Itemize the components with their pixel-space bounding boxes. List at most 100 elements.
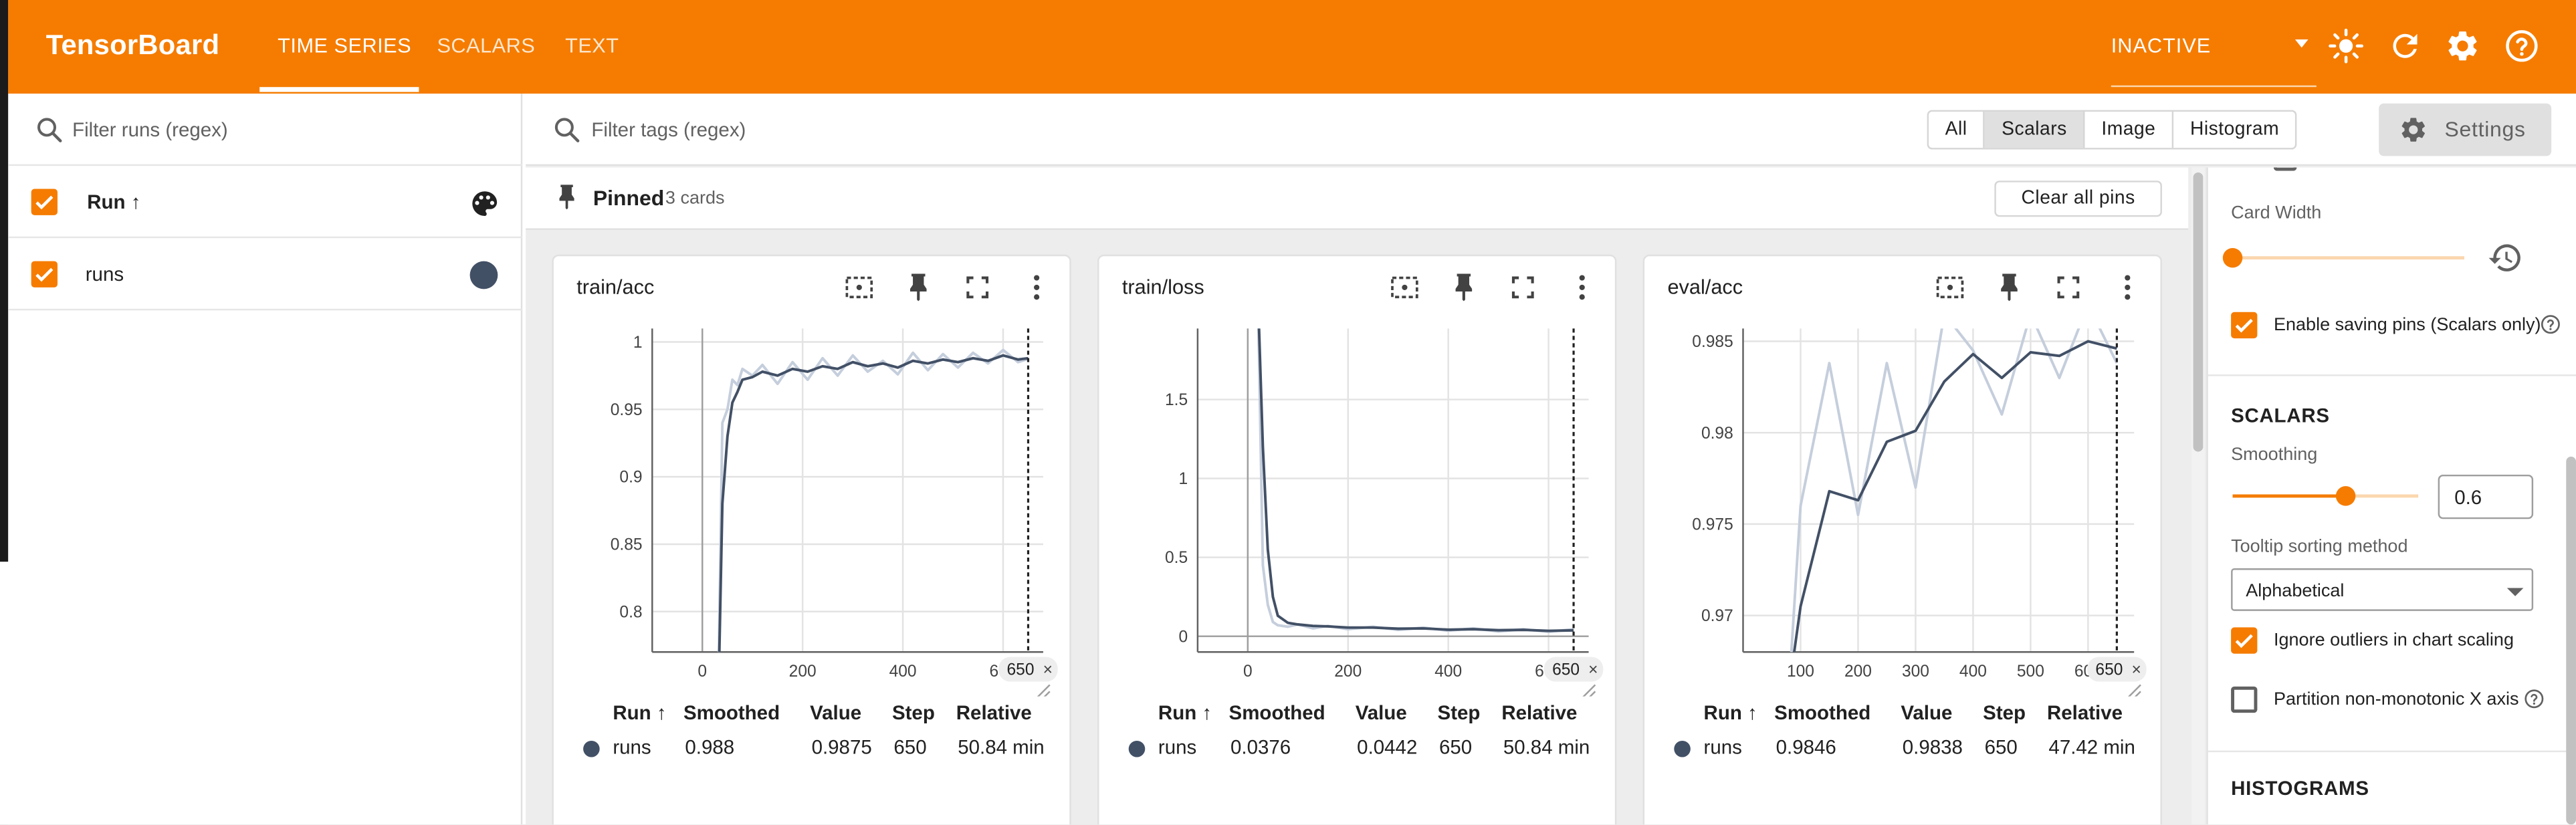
enable-pins-checkbox[interactable] bbox=[2231, 312, 2258, 339]
run-column-sort[interactable]: Run ↑ bbox=[87, 190, 141, 214]
card-title: eval/acc bbox=[1667, 275, 1743, 300]
check-icon bbox=[35, 267, 53, 282]
table-header-run[interactable]: Run ↑ bbox=[1158, 701, 1212, 725]
y-tick-label: 0.85 bbox=[611, 536, 643, 554]
y-tick-label: 1 bbox=[633, 334, 643, 352]
card-title: train/loss bbox=[1121, 275, 1204, 300]
select-all-runs-checkbox[interactable] bbox=[31, 189, 58, 215]
table-header-run[interactable]: Run ↑ bbox=[1703, 701, 1757, 725]
pin-card-button[interactable] bbox=[902, 271, 935, 312]
settings-scrollbar-thumb[interactable] bbox=[2566, 456, 2576, 825]
help-icon[interactable] bbox=[2504, 28, 2540, 64]
table-cell-run: runs bbox=[1703, 735, 1742, 759]
card-menu-button[interactable] bbox=[1021, 271, 1053, 312]
fit-domain-button[interactable] bbox=[843, 271, 875, 312]
partition-x-axis-label: Partition non-monotonic X axis bbox=[2273, 689, 2519, 710]
refresh-icon[interactable] bbox=[2387, 28, 2423, 64]
reset-icon[interactable] bbox=[2487, 240, 2523, 276]
gear-icon[interactable] bbox=[2444, 28, 2480, 64]
resize-handle-icon[interactable] bbox=[1582, 684, 1596, 697]
dropdown-underline bbox=[2111, 85, 2317, 88]
app-title: TensorBoard bbox=[45, 29, 220, 61]
card-menu-button[interactable] bbox=[1566, 271, 1598, 312]
card-width-slider-thumb[interactable] bbox=[2222, 247, 2243, 268]
fit-domain-button[interactable] bbox=[1933, 271, 1966, 312]
search-icon bbox=[554, 118, 580, 142]
left-window-edge bbox=[0, 0, 9, 562]
fullscreen-button[interactable] bbox=[1507, 271, 1539, 312]
checkbox-partial-above[interactable] bbox=[2273, 167, 2297, 171]
settings-divider bbox=[2208, 374, 2576, 376]
fit-domain-icon bbox=[1936, 276, 1964, 299]
smoothing-input[interactable]: 0.6 bbox=[2438, 474, 2534, 519]
clear-all-pins-button[interactable]: Clear all pins bbox=[1994, 181, 2162, 217]
card-menu-button[interactable] bbox=[2111, 271, 2144, 312]
y-tick-label: 0.985 bbox=[1692, 333, 1733, 351]
settings-scrollbar[interactable] bbox=[2565, 168, 2576, 825]
ignore-outliers-checkbox[interactable] bbox=[2231, 627, 2258, 654]
pin-card-button[interactable] bbox=[1993, 271, 2026, 312]
tooltip-sort-label: Tooltip sorting method bbox=[2231, 537, 2408, 557]
run-color-swatch[interactable] bbox=[469, 261, 498, 289]
y-tick-label: 0.5 bbox=[1165, 549, 1188, 567]
x-tick-label: 400 bbox=[889, 663, 917, 681]
settings-button[interactable]: Settings bbox=[2379, 103, 2552, 156]
table-header-relative: Relative bbox=[2046, 701, 2123, 725]
cards-scrollbar[interactable] bbox=[2191, 167, 2205, 825]
ignore-outliers-label: Ignore outliers in chart scaling bbox=[2273, 630, 2514, 651]
close-icon[interactable]: × bbox=[2131, 661, 2141, 679]
table-cell-step: 650 bbox=[1984, 735, 2018, 759]
filter-all-button[interactable]: All bbox=[1929, 112, 1985, 148]
step-badge[interactable] bbox=[2087, 657, 2147, 682]
fullscreen-button[interactable] bbox=[961, 271, 994, 312]
help-icon[interactable] bbox=[2540, 314, 2561, 335]
pin-icon bbox=[1455, 273, 1473, 302]
close-icon[interactable]: × bbox=[1043, 661, 1053, 679]
table-cell-value: 0.9875 bbox=[811, 735, 872, 759]
smoothing-slider[interactable] bbox=[2221, 478, 2434, 517]
smoothing-slider-thumb[interactable] bbox=[2335, 486, 2356, 506]
brightness-icon[interactable] bbox=[2328, 28, 2364, 64]
pin-card-button[interactable] bbox=[1447, 271, 1480, 312]
tab-text[interactable]: TEXT bbox=[565, 34, 619, 57]
filter-image-button[interactable]: Image bbox=[2085, 112, 2174, 148]
filter-histogram-button[interactable]: Histogram bbox=[2189, 120, 2280, 140]
y-tick-label: 1 bbox=[1178, 470, 1188, 488]
table-cell-relative: 47.42 min bbox=[2048, 735, 2135, 759]
tag-filter-input[interactable] bbox=[591, 113, 1249, 146]
fullscreen-button[interactable] bbox=[2052, 271, 2084, 312]
resize-handle-icon[interactable] bbox=[2127, 684, 2141, 697]
step-badge[interactable] bbox=[1543, 657, 1604, 682]
inactive-dashboards-dropdown[interactable]: INACTIVE bbox=[2111, 34, 2212, 57]
table-cell-smoothed: 0.9846 bbox=[1776, 735, 1836, 759]
pin-icon bbox=[909, 273, 927, 302]
chevron-down-icon[interactable] bbox=[2294, 39, 2309, 48]
filter-scalars-button[interactable]: Scalars bbox=[1985, 112, 2085, 148]
tab-scalars[interactable]: SCALARS bbox=[437, 34, 536, 57]
run-checkbox[interactable] bbox=[31, 261, 58, 287]
histograms-heading: HISTOGRAMS bbox=[2231, 776, 2369, 800]
palette-icon[interactable] bbox=[468, 187, 501, 220]
close-icon[interactable]: × bbox=[1588, 661, 1598, 679]
tab-time-series[interactable]: TIME SERIES bbox=[278, 34, 412, 57]
runs-sidebar: Run ↑ runs bbox=[8, 94, 523, 825]
y-tick-label: 0.8 bbox=[619, 603, 642, 621]
partition-x-axis-checkbox[interactable] bbox=[2231, 686, 2258, 713]
cards-scrollbar-thumb[interactable] bbox=[2193, 172, 2204, 452]
fit-domain-button[interactable] bbox=[1388, 271, 1421, 312]
fullscreen-icon bbox=[1511, 276, 1534, 299]
step-badge[interactable] bbox=[998, 657, 1058, 682]
x-tick-label: 400 bbox=[1959, 663, 1987, 681]
runs-filter-input[interactable] bbox=[72, 113, 500, 146]
card-width-slider[interactable] bbox=[2221, 240, 2558, 283]
table-cell-value: 0.9838 bbox=[1902, 735, 1963, 759]
run-row[interactable]: runs bbox=[8, 238, 523, 311]
resize-handle-icon[interactable] bbox=[1037, 684, 1051, 697]
table-header-run[interactable]: Run ↑ bbox=[613, 701, 667, 725]
help-icon[interactable] bbox=[2523, 688, 2545, 709]
tooltip-sort-select[interactable]: Alphabetical bbox=[2231, 568, 2534, 611]
